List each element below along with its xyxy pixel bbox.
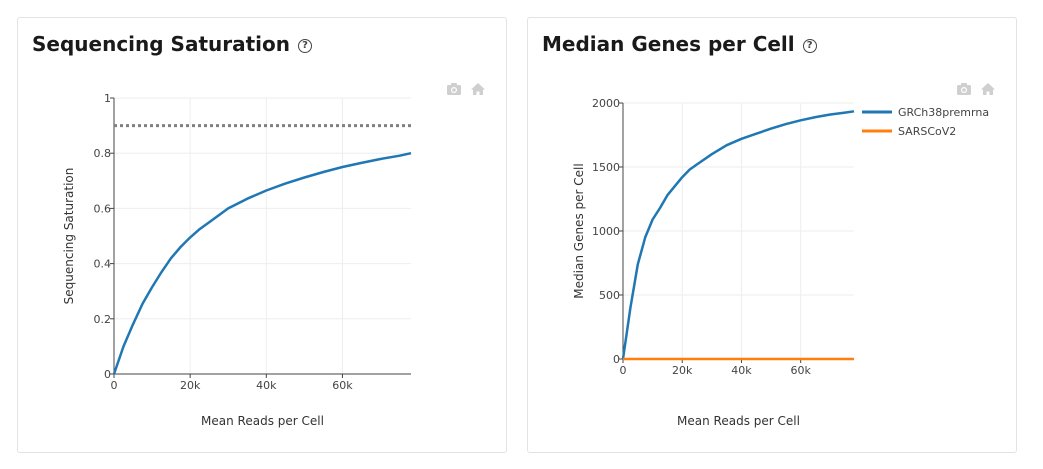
help-icon[interactable]: ? bbox=[802, 38, 817, 53]
y-tick-label: 0 bbox=[104, 368, 111, 381]
sequencing-saturation-chart: 0 0.2 0.4 0.6 0.8 1 0 20k 40k 60k Mean Reads per C… bbox=[62, 92, 412, 428]
median-genes-card: Median Genes per Cell ? 0 500 1000 1500 2000… bbox=[527, 17, 1017, 453]
y-tick-label: 1500 bbox=[592, 161, 620, 174]
series-line-0 bbox=[112, 151, 412, 375]
camera-icon[interactable] bbox=[446, 82, 462, 96]
x-axis-title: Mean Reads per Cell bbox=[201, 414, 324, 428]
legend-label: SARSCoV2 bbox=[898, 125, 956, 138]
card-title: Median Genes per Cell bbox=[542, 32, 795, 56]
y-tick-label: 0 bbox=[613, 353, 620, 366]
card-title: Sequencing Saturation bbox=[32, 32, 291, 56]
y-tick-label: 0.2 bbox=[94, 313, 112, 326]
x-tick-label: 40k bbox=[256, 379, 277, 392]
y-tick-label: 2000 bbox=[592, 97, 620, 110]
chart-toolbar bbox=[956, 82, 996, 96]
camera-icon[interactable] bbox=[956, 82, 972, 96]
home-icon[interactable] bbox=[980, 82, 996, 96]
x-tick-label: 60k bbox=[332, 379, 353, 392]
x-axis-title: Mean Reads per Cell bbox=[677, 414, 800, 428]
y-tick-label: 0.6 bbox=[94, 202, 112, 215]
y-axis-title: Sequencing Saturation bbox=[62, 168, 76, 305]
y-tick-label: 0.4 bbox=[94, 258, 112, 271]
series-line-grch38premrna bbox=[621, 110, 855, 360]
home-icon[interactable] bbox=[470, 82, 486, 96]
x-tick-label: 20k bbox=[180, 379, 201, 392]
y-axis-title: Median Genes per Cell bbox=[572, 163, 586, 298]
card-header: Sequencing Saturation ? bbox=[32, 32, 313, 56]
y-tick-label: 0.8 bbox=[94, 147, 112, 160]
x-tick-label: 40k bbox=[731, 364, 752, 377]
y-tick-label: 1 bbox=[104, 92, 111, 105]
x-tick-label: 60k bbox=[791, 364, 812, 377]
card-header: Median Genes per Cell ? bbox=[542, 32, 817, 56]
sequencing-saturation-card: Sequencing Saturation ? 0 0.2 0.4 0.6 0.8 1 0 2… bbox=[17, 17, 507, 453]
x-tick-label: 0 bbox=[620, 364, 627, 377]
chart-toolbar bbox=[446, 82, 486, 96]
x-tick-label: 20k bbox=[672, 364, 693, 377]
legend-label: GRCh38premrna bbox=[898, 106, 989, 119]
x-tick-label: 0 bbox=[111, 379, 118, 392]
y-tick-label: 500 bbox=[599, 289, 620, 302]
y-tick-label: 1000 bbox=[592, 225, 620, 238]
median-genes-chart: 0 500 1000 1500 2000 0 20k 40k 60k Mean Reads per… bbox=[572, 97, 989, 428]
help-icon[interactable]: ? bbox=[298, 38, 313, 53]
